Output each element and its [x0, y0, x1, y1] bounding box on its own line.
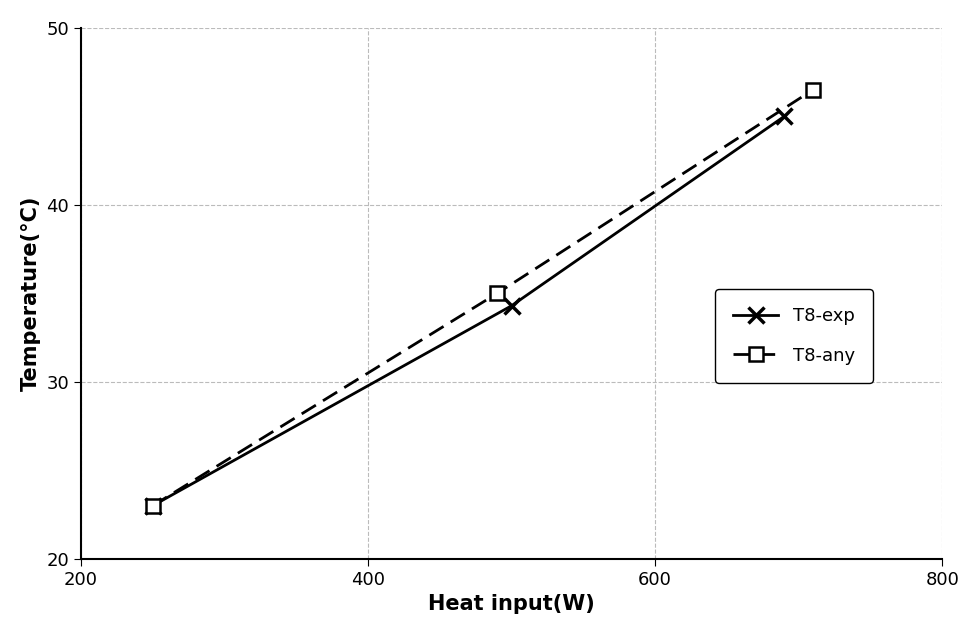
Legend: T8-exp, T8-any: T8-exp, T8-any [715, 289, 873, 383]
Line: T8-any: T8-any [146, 83, 820, 512]
T8-any [491, 290, 503, 297]
T8-exp [506, 302, 517, 309]
Y-axis label: Temperature(°C): Temperature(°C) [21, 196, 41, 391]
T8-exp [778, 112, 790, 120]
X-axis label: Heat input(W): Heat input(W) [428, 594, 595, 614]
T8-exp [147, 502, 159, 509]
T8-any [808, 86, 819, 93]
Line: T8-exp: T8-exp [145, 109, 792, 513]
T8-any [147, 502, 159, 509]
